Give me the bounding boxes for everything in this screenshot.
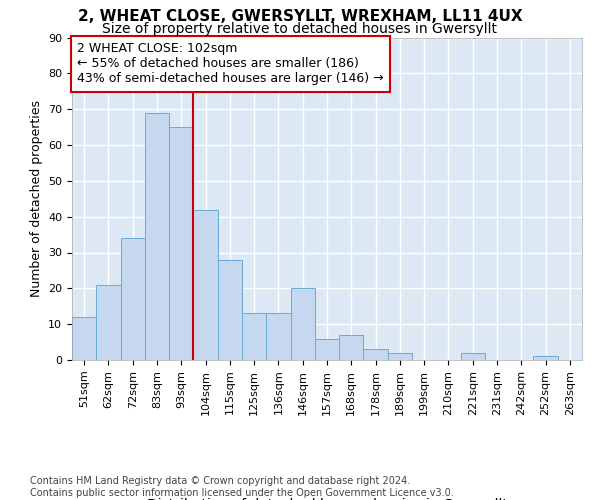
Bar [339,335,364,360]
Bar [218,260,242,360]
Bar [364,349,388,360]
Text: 2 WHEAT CLOSE: 102sqm
← 55% of detached houses are smaller (186)
43% of semi-det: 2 WHEAT CLOSE: 102sqm ← 55% of detached … [77,42,384,86]
Bar [533,356,558,360]
Y-axis label: Number of detached properties: Number of detached properties [29,100,43,297]
Bar [290,288,315,360]
Bar [145,113,169,360]
Bar [169,127,193,360]
Bar [242,314,266,360]
Bar [96,285,121,360]
Bar [388,353,412,360]
Text: 2, WHEAT CLOSE, GWERSYLLT, WREXHAM, LL11 4UX: 2, WHEAT CLOSE, GWERSYLLT, WREXHAM, LL11… [77,9,523,24]
Bar [121,238,145,360]
Bar [193,210,218,360]
Bar [461,353,485,360]
Text: Contains HM Land Registry data © Crown copyright and database right 2024.
Contai: Contains HM Land Registry data © Crown c… [30,476,454,498]
X-axis label: Distribution of detached houses by size in Gwersyllt: Distribution of detached houses by size … [146,498,508,500]
Bar [266,314,290,360]
Bar [315,338,339,360]
Bar [72,317,96,360]
Text: Size of property relative to detached houses in Gwersyllt: Size of property relative to detached ho… [103,22,497,36]
